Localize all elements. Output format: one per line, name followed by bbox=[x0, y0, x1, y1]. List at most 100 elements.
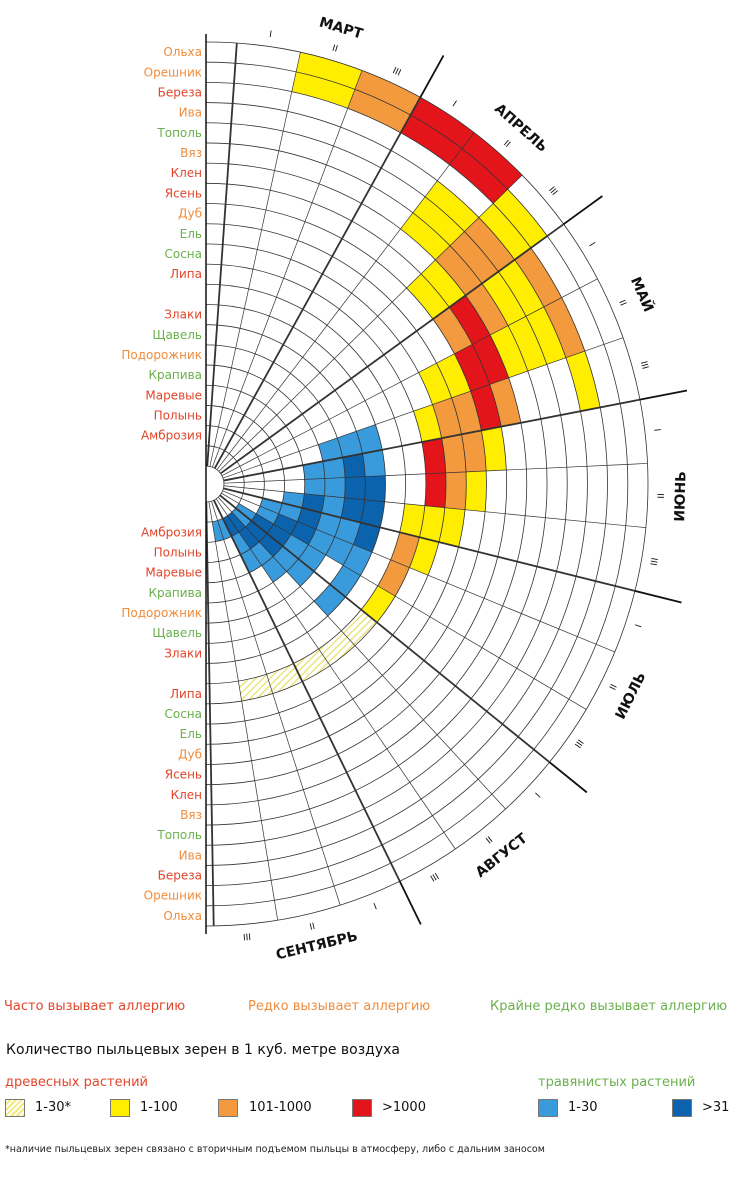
cell-Ива-7 bbox=[525, 306, 566, 365]
month-divider bbox=[220, 223, 565, 475]
row-label-Амброзия: Амброзия bbox=[141, 525, 202, 539]
swatch-grass-1-30-label: 1-30 bbox=[568, 1100, 598, 1115]
cell-Крапива-11 bbox=[301, 493, 325, 513]
row-label-Амброзия: Амброзия bbox=[141, 429, 202, 443]
legend: Часто вызывает аллергию Редко вызывает а… bbox=[0, 980, 750, 1179]
decade-label: II bbox=[483, 833, 493, 844]
cell-Вяз-4 bbox=[400, 212, 450, 260]
legend-often: Часто вызывает аллергию bbox=[4, 999, 186, 1014]
cell-Сосна-9 bbox=[421, 438, 446, 474]
cell-Злаки-9 bbox=[362, 449, 386, 477]
row-label-Ель: Ель bbox=[180, 727, 202, 741]
cell-Крапива-15 bbox=[272, 546, 299, 572]
ring-arc bbox=[205, 364, 326, 604]
cell-Маревые-15 bbox=[259, 533, 283, 557]
cell-Подорожник-10 bbox=[324, 477, 346, 498]
row-label-Вяз: Вяз bbox=[180, 146, 202, 160]
decade-label: I bbox=[372, 900, 378, 910]
row-label-Клен: Клен bbox=[171, 788, 202, 802]
ring-arc bbox=[205, 324, 366, 644]
cell-Липа-12 bbox=[390, 532, 420, 568]
month-label: ИЮЛЬ bbox=[613, 670, 650, 722]
cell-Ель-11 bbox=[438, 507, 466, 547]
cell-Полынь-14 bbox=[251, 513, 274, 534]
cell-Дуб-7 bbox=[436, 353, 471, 398]
cell-Маревые-13 bbox=[273, 513, 298, 535]
swatch-tree-101-1000-label: 101-1000 bbox=[249, 1100, 312, 1115]
cell-Тополь-7 bbox=[508, 316, 547, 372]
cell-Амброзия-18 bbox=[217, 518, 232, 540]
row-label-Щавель: Щавель bbox=[152, 626, 202, 640]
cell-Клен-6 bbox=[449, 295, 491, 345]
cell-Ива-6 bbox=[498, 259, 544, 317]
decade-label: I bbox=[632, 623, 642, 629]
month-label: МАРТ bbox=[317, 15, 365, 43]
decade-divider bbox=[223, 463, 648, 484]
cell-Маревые-17 bbox=[240, 548, 262, 573]
swatch-grass-31plus bbox=[672, 1099, 692, 1117]
cell-Ольха-3 bbox=[410, 97, 475, 149]
decade-divider bbox=[216, 132, 475, 470]
decade-divider bbox=[221, 278, 598, 476]
cell-Береза-6 bbox=[514, 247, 562, 307]
ring-arc bbox=[205, 122, 568, 846]
cell-Злаки-8 bbox=[356, 424, 383, 454]
row-label-Маревые: Маревые bbox=[145, 388, 202, 402]
cell-Амброзия-17 bbox=[222, 515, 239, 537]
ring-arc bbox=[205, 61, 628, 907]
cell-Орешник-1 bbox=[291, 71, 355, 109]
cell-Ясень-6 bbox=[432, 307, 473, 354]
cell-Щавель-11 bbox=[341, 497, 365, 523]
month-divider-ext bbox=[639, 389, 688, 401]
row-label-Ольха: Ольха bbox=[163, 909, 202, 923]
month-divider-ext bbox=[398, 880, 422, 925]
swatch-tree-1000plus-label: >1000 bbox=[382, 1100, 426, 1115]
ring-arc bbox=[205, 263, 427, 705]
cell-Липа-13 bbox=[377, 559, 410, 597]
swatch-tree-101-1000 bbox=[218, 1099, 238, 1117]
cell-Вяз-7 bbox=[490, 325, 528, 378]
cell-Маревые-12 bbox=[278, 503, 302, 522]
cell-Клен-5 bbox=[421, 259, 466, 308]
month-label: АПРЕЛЬ bbox=[491, 101, 550, 156]
cell-Орешник-3 bbox=[400, 115, 462, 165]
row-label-Тополь: Тополь bbox=[156, 828, 202, 842]
cell-Подорожник-11 bbox=[321, 495, 345, 518]
cell-Щавель-12 bbox=[334, 517, 361, 545]
month-label: МАЙ bbox=[627, 274, 657, 314]
decade-divider bbox=[211, 501, 341, 906]
cell-Ель-10 bbox=[444, 471, 467, 510]
cell-Вяз-5 bbox=[435, 245, 482, 296]
decade-label: III bbox=[647, 557, 658, 567]
decade-divider bbox=[223, 485, 646, 528]
cell-Ясень-8 bbox=[470, 384, 502, 431]
cell-Злаки-15 bbox=[313, 584, 346, 617]
cell-Злаки-14 bbox=[329, 565, 361, 597]
swatch-tree-1-30-label: 1-30* bbox=[35, 1100, 72, 1115]
month-divider-ext bbox=[634, 590, 682, 604]
decade-label: III bbox=[572, 737, 585, 749]
cell-Крапива-10 bbox=[304, 478, 325, 496]
grid-layer bbox=[205, 34, 688, 934]
cell-Дуб-9 bbox=[461, 430, 487, 472]
row-label-Сосна: Сосна bbox=[164, 707, 202, 721]
row-label-Подорожник: Подорожник bbox=[121, 348, 202, 362]
legend-grasses-title: травянистых растений bbox=[538, 1075, 696, 1090]
decade-label: I bbox=[450, 99, 458, 109]
row-label-Береза: Береза bbox=[158, 869, 202, 883]
row-label-Ольха: Ольха bbox=[163, 45, 202, 59]
cell-Щавель-8 bbox=[337, 431, 363, 458]
cell-Липа-15 bbox=[341, 609, 377, 646]
row-label-Дуб: Дуб bbox=[178, 747, 202, 761]
row-label-Орешник: Орешник bbox=[144, 889, 202, 903]
decade-label: II bbox=[331, 44, 339, 55]
month-divider-ext bbox=[548, 761, 588, 794]
decade-label: II bbox=[606, 682, 617, 691]
cell-Клен-8 bbox=[489, 377, 521, 427]
cell-Подорожник-15 bbox=[286, 558, 315, 587]
row-label-Липа: Липа bbox=[170, 687, 202, 701]
cell-Маревые-16 bbox=[250, 541, 273, 566]
cell-Липа-11 bbox=[399, 503, 425, 538]
swatch-grass-1-30 bbox=[538, 1099, 558, 1117]
ring-arc bbox=[205, 102, 588, 866]
